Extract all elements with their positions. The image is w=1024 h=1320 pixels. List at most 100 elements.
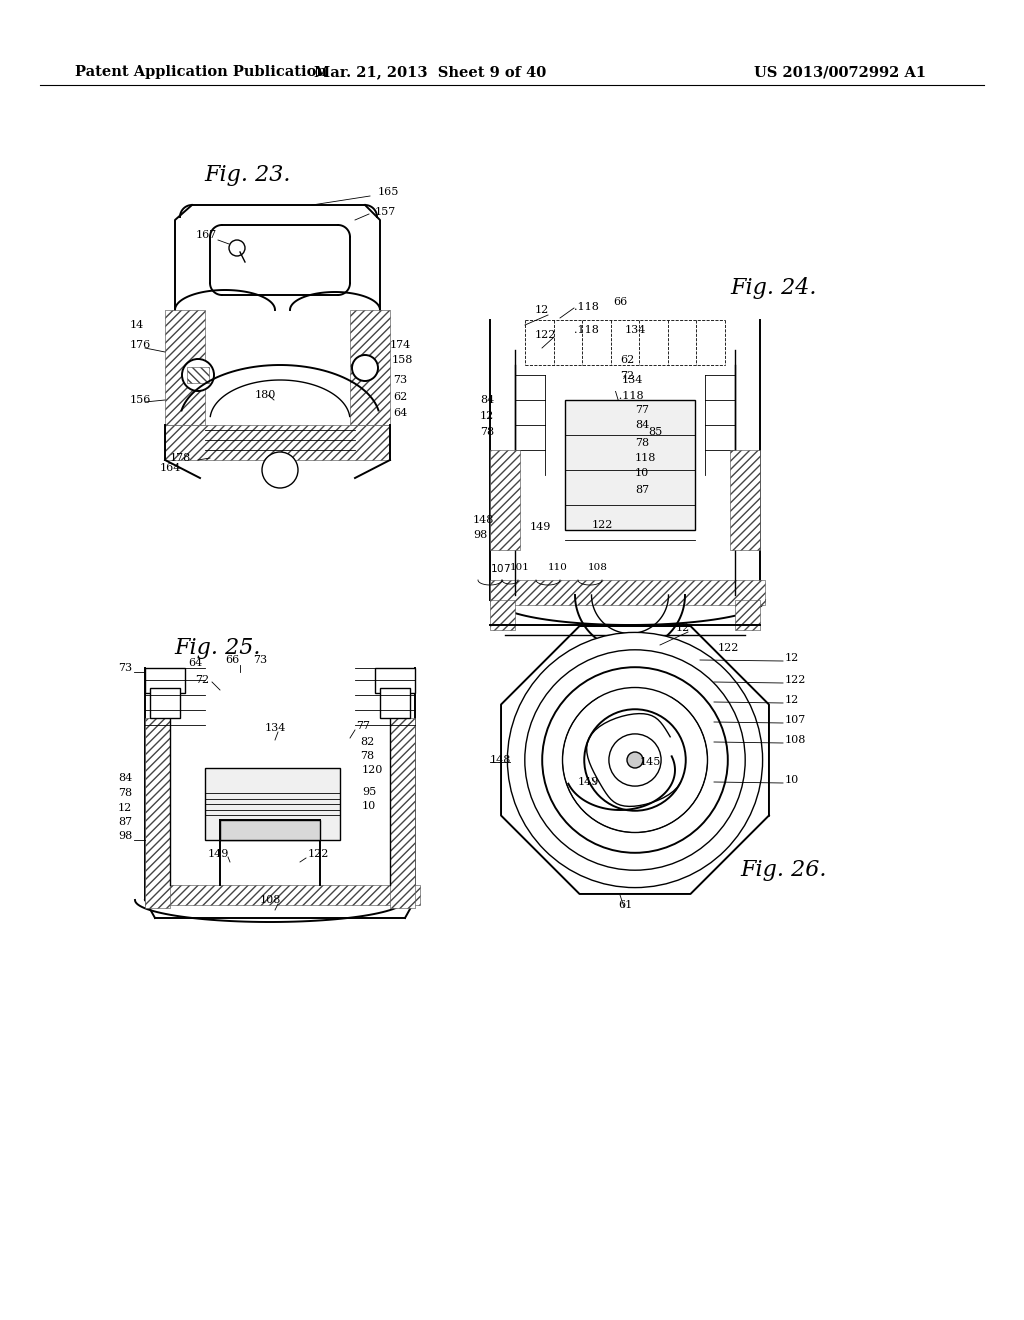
Text: 122: 122 [308, 849, 330, 859]
Text: 122: 122 [592, 520, 613, 531]
Bar [565, 400, 695, 531]
Text: Fig. 26.: Fig. 26. [740, 859, 826, 880]
Text: 73: 73 [118, 663, 132, 673]
Text: 122: 122 [535, 330, 556, 341]
Text: \.118: \.118 [615, 389, 644, 400]
Text: Fig. 25.: Fig. 25. [175, 638, 261, 659]
Text: 98: 98 [118, 832, 132, 841]
Text: 62: 62 [393, 392, 408, 403]
Text: 12: 12 [676, 623, 690, 634]
Text: 149: 149 [578, 777, 599, 787]
Text: 12: 12 [535, 305, 549, 315]
Bar [730, 450, 760, 550]
Text: 12: 12 [785, 653, 800, 663]
Text: 110: 110 [548, 564, 568, 573]
Circle shape [352, 355, 378, 381]
Text: 72: 72 [620, 371, 634, 381]
Bar [187, 367, 209, 383]
Circle shape [524, 649, 745, 870]
Text: 149: 149 [530, 521, 551, 532]
Text: 73: 73 [253, 655, 267, 665]
Text: 145: 145 [640, 756, 662, 767]
Text: 122: 122 [785, 675, 806, 685]
Bar [490, 579, 765, 605]
Text: 120: 120 [362, 766, 383, 775]
Text: 82: 82 [360, 737, 374, 747]
Text: 61: 61 [618, 900, 632, 909]
Text: 107: 107 [785, 715, 806, 725]
Bar [490, 450, 520, 550]
Text: 108: 108 [588, 564, 608, 573]
Text: Fig. 23.: Fig. 23. [205, 164, 291, 186]
Text: 78: 78 [360, 751, 374, 762]
Text: 66: 66 [225, 655, 240, 665]
Text: 87: 87 [118, 817, 132, 828]
Text: 12: 12 [480, 411, 495, 421]
Circle shape [542, 667, 728, 853]
Bar [735, 601, 760, 630]
Text: 178: 178 [170, 453, 191, 463]
Bar [375, 668, 415, 693]
Text: 78: 78 [480, 426, 495, 437]
Text: 108: 108 [785, 735, 806, 744]
Bar [165, 310, 205, 425]
Text: 118: 118 [635, 453, 656, 463]
Text: 180: 180 [255, 389, 276, 400]
Text: 85: 85 [648, 426, 663, 437]
Text: 134: 134 [622, 375, 643, 385]
Text: 134: 134 [625, 325, 646, 335]
Text: 122: 122 [718, 643, 739, 653]
Bar [150, 688, 180, 718]
Text: 164: 164 [160, 463, 181, 473]
Text: 64: 64 [188, 657, 203, 668]
Text: $\mathsf{107}$: $\mathsf{107}$ [490, 562, 511, 574]
Text: 10: 10 [635, 469, 649, 478]
Text: 167: 167 [196, 230, 217, 240]
Text: 12: 12 [118, 803, 132, 813]
Bar [350, 310, 390, 425]
Text: .118: .118 [574, 325, 599, 335]
Text: 73: 73 [393, 375, 408, 385]
Text: 101: 101 [510, 564, 529, 573]
Circle shape [627, 752, 643, 768]
Circle shape [508, 632, 763, 887]
Text: 12: 12 [785, 696, 800, 705]
Text: Mar. 21, 2013  Sheet 9 of 40: Mar. 21, 2013 Sheet 9 of 40 [314, 65, 546, 79]
Text: 98: 98 [473, 531, 487, 540]
Text: 148: 148 [490, 755, 511, 766]
Text: 62: 62 [620, 355, 634, 366]
Text: 165: 165 [378, 187, 399, 197]
Text: 157: 157 [375, 207, 396, 216]
Text: Fig. 24.: Fig. 24. [730, 277, 816, 300]
Circle shape [229, 240, 245, 256]
Circle shape [262, 451, 298, 488]
Text: 108: 108 [260, 895, 282, 906]
Bar [205, 768, 340, 840]
Bar [390, 718, 415, 908]
Text: 10: 10 [785, 775, 800, 785]
Text: 174: 174 [390, 341, 412, 350]
Text: .118: .118 [574, 302, 599, 312]
Text: 77: 77 [635, 405, 649, 414]
Text: 84: 84 [118, 774, 132, 783]
Text: 66: 66 [613, 297, 628, 308]
Circle shape [562, 688, 708, 833]
Text: 14: 14 [130, 319, 144, 330]
Text: 78: 78 [118, 788, 132, 799]
Text: US 2013/0072992 A1: US 2013/0072992 A1 [754, 65, 926, 79]
Text: 10: 10 [362, 801, 376, 810]
Bar [220, 820, 319, 840]
Text: 95: 95 [362, 787, 376, 797]
Text: 84: 84 [480, 395, 495, 405]
Text: 148: 148 [473, 515, 495, 525]
Text: 158: 158 [392, 355, 414, 366]
Bar [490, 601, 515, 630]
Text: 72: 72 [195, 675, 209, 685]
Text: 78: 78 [635, 438, 649, 447]
Circle shape [585, 709, 686, 810]
Text: 64: 64 [393, 408, 408, 418]
Bar [145, 668, 185, 693]
Bar [145, 718, 170, 908]
Circle shape [609, 734, 662, 787]
Text: 156: 156 [130, 395, 152, 405]
